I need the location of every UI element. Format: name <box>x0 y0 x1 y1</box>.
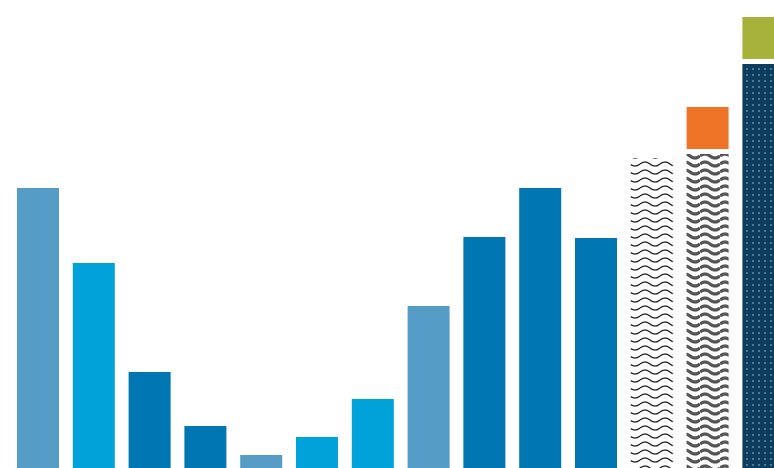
bar-5 <box>240 455 283 468</box>
bar-12 <box>630 158 673 468</box>
bar-4 <box>184 426 227 468</box>
bar-9 <box>463 237 506 468</box>
bar-3 <box>128 372 171 468</box>
bar-8 <box>407 306 450 468</box>
bar-6 <box>296 437 338 468</box>
bar-7 <box>351 399 394 468</box>
bar-14-cap-segment <box>742 17 774 59</box>
bar-1 <box>17 188 59 468</box>
bar-2 <box>72 263 115 468</box>
bar-14 <box>742 64 774 468</box>
bar-13-cap-segment <box>686 107 729 149</box>
bars-layer <box>17 17 774 468</box>
bar-10 <box>519 188 562 468</box>
bar-11 <box>575 238 617 468</box>
bar-13 <box>686 154 729 468</box>
